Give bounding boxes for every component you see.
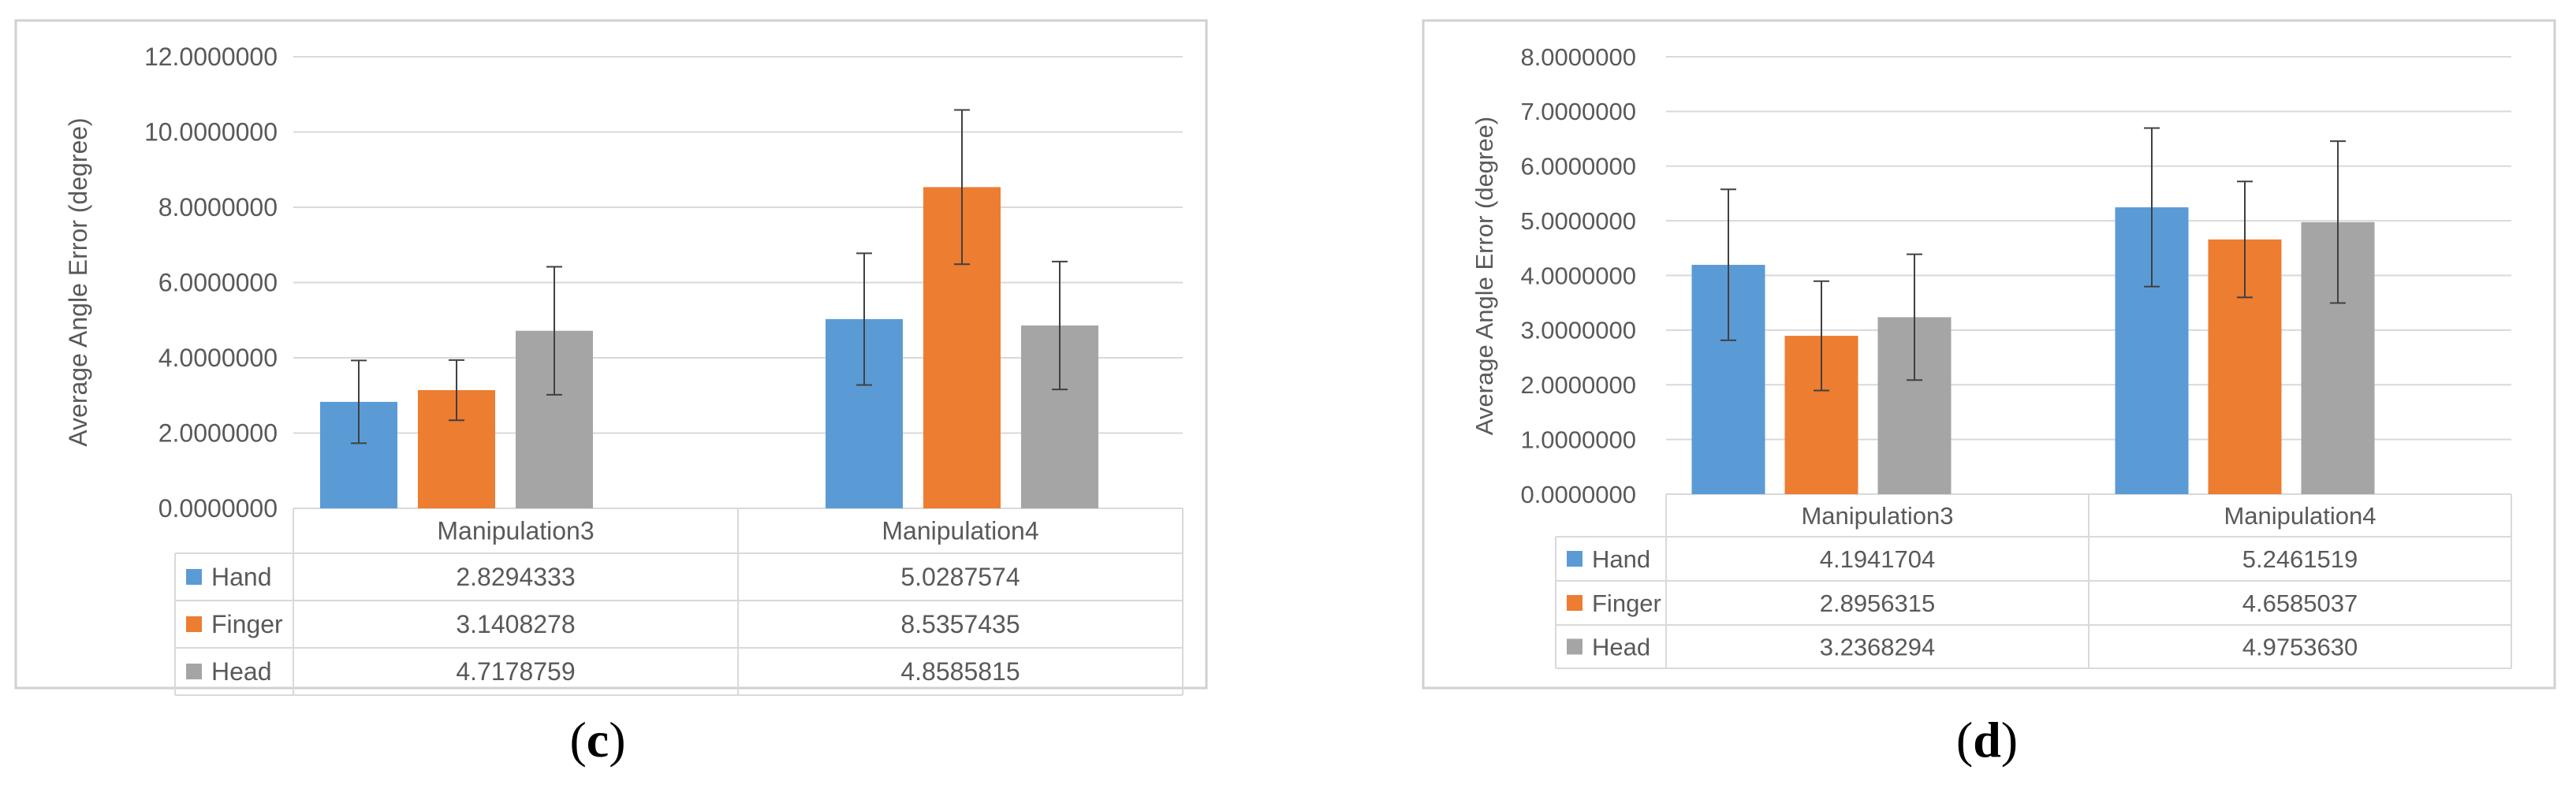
- y-tick-label: 5.0000000: [1520, 207, 1636, 235]
- x-category-label: Manipulation3: [437, 517, 594, 545]
- caption-paren-close: ): [2001, 712, 2018, 768]
- data-table-value: 4.9753630: [2242, 633, 2358, 660]
- chart-panel-d: 0.0000000 1.0000000 2.0000000 3.0000000 4.00…: [1422, 19, 2556, 768]
- legend-swatch-finger: [186, 616, 202, 632]
- caption-paren-open: (: [1956, 712, 1973, 768]
- y-tick-label: 4.0000000: [158, 344, 278, 372]
- legend-label-head: Head: [211, 657, 272, 686]
- y-tick-label: 0.0000000: [1520, 481, 1636, 508]
- data-table-value: 2.8294333: [456, 563, 575, 591]
- data-table-value: 4.6585037: [2242, 590, 2358, 617]
- x-category-label: Manipulation4: [882, 517, 1038, 545]
- y-tick-label: 2.0000000: [158, 419, 278, 448]
- data-table-value: 3.2368294: [1820, 633, 1936, 660]
- legend-label-hand: Hand: [211, 563, 272, 591]
- y-tick-label: 4.0000000: [1520, 262, 1636, 289]
- y-tick-label: 10.0000000: [144, 118, 278, 147]
- y-tick-label: 12.0000000: [144, 43, 278, 71]
- data-table-value: 8.5357435: [900, 610, 1020, 638]
- legend-label-finger: Finger: [1592, 590, 1661, 617]
- y-tick-label: 3.0000000: [1520, 317, 1636, 344]
- chart-frame: [14, 19, 1208, 690]
- legend-label-hand: Hand: [1592, 545, 1650, 573]
- chart-frame: [1422, 19, 2556, 690]
- data-table-value: 4.7178759: [456, 657, 575, 686]
- data-table-value: 3.1408278: [456, 610, 575, 638]
- y-tick-label: 6.0000000: [158, 269, 278, 297]
- panel-caption: (d): [1956, 712, 2018, 768]
- data-table-value: 5.2461519: [2242, 545, 2358, 573]
- y-tick-label: 0.0000000: [158, 494, 278, 523]
- y-tick-label: 1.0000000: [1520, 426, 1636, 453]
- y-axis-label: Average Angle Error (degree): [64, 117, 92, 446]
- legend-swatch-head: [186, 664, 202, 679]
- x-category-label: Manipulation4: [2224, 502, 2376, 530]
- caption-letter: c: [587, 712, 609, 768]
- data-table-value: 2.8956315: [1820, 590, 1936, 617]
- panel-caption: (c): [569, 712, 625, 768]
- y-tick-label: 6.0000000: [1520, 153, 1636, 180]
- chart-panel-c: 0.0000000 2.0000000 4.0000000 6.0000000 8.00…: [14, 19, 1208, 768]
- legend-swatch-finger: [1567, 595, 1583, 611]
- data-table-value: 4.8585815: [900, 657, 1020, 686]
- y-tick-label: 8.0000000: [158, 193, 278, 221]
- legend-label-finger: Finger: [211, 610, 283, 638]
- y-tick-label: 8.0000000: [1520, 43, 1636, 71]
- y-tick-label: 7.0000000: [1520, 98, 1636, 125]
- legend-swatch-hand: [1567, 551, 1583, 567]
- legend-swatch-head: [1567, 638, 1583, 655]
- data-table-value: 5.0287574: [900, 563, 1020, 591]
- data-table-value: 4.1941704: [1820, 545, 1936, 573]
- caption-paren-open: (: [569, 712, 586, 768]
- caption-paren-close: ): [609, 712, 625, 768]
- y-axis-label: Average Angle Error (degree): [1471, 117, 1498, 435]
- legend-swatch-hand: [186, 569, 202, 585]
- caption-letter: d: [1973, 712, 2001, 768]
- y-tick-label: 2.0000000: [1520, 371, 1636, 399]
- x-category-label: Manipulation3: [1801, 502, 1953, 530]
- legend-label-head: Head: [1592, 633, 1650, 660]
